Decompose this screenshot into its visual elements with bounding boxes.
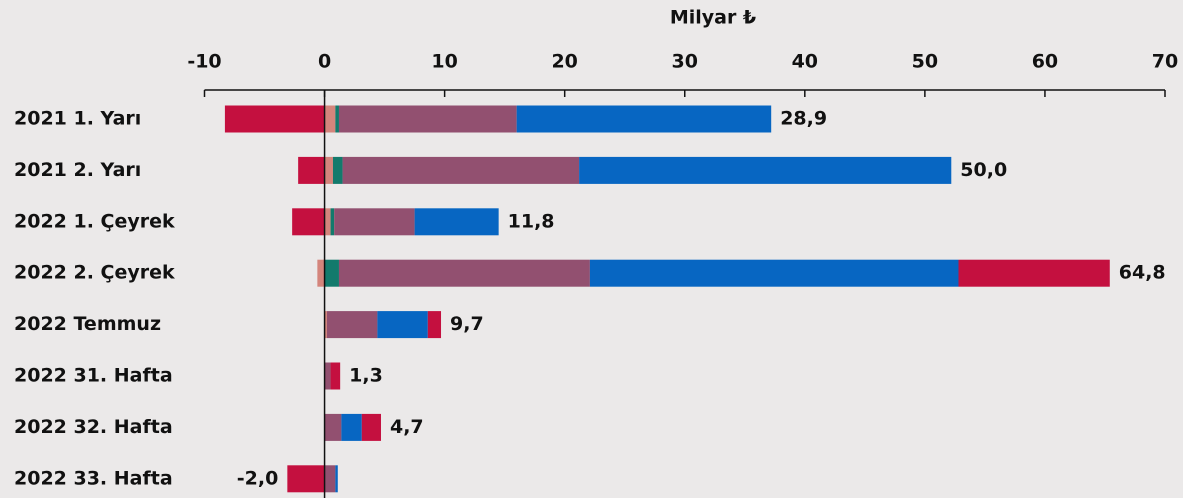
bar-segment — [330, 362, 341, 390]
bar-segment — [516, 105, 772, 133]
bar-segment — [298, 156, 325, 184]
bar-segment — [330, 208, 335, 236]
x-tick-label: 60 — [1032, 51, 1058, 73]
data-label: 1,3 — [349, 365, 383, 387]
bar-segment — [224, 105, 325, 133]
bar-segment — [342, 156, 580, 184]
data-label: -2,0 — [237, 467, 279, 489]
data-label: 28,9 — [780, 108, 827, 130]
bar-segment — [317, 259, 325, 287]
bar-segment — [427, 311, 442, 339]
bar-segment — [414, 208, 499, 236]
y-tick-label: 2021 2. Yarı — [14, 159, 141, 181]
bar-segment — [589, 259, 959, 287]
x-tick-label: 70 — [1152, 51, 1178, 73]
y-tick-label: 2022 Temmuz — [14, 313, 161, 335]
bar-segment — [324, 259, 339, 287]
y-tick-label: 2022 32. Hafta — [14, 416, 173, 438]
bar-segment — [332, 156, 343, 184]
data-label: 11,8 — [508, 210, 555, 232]
y-tick-label: 2022 1. Çeyrek — [14, 210, 175, 232]
x-tick-label: 10 — [431, 51, 457, 73]
bar-segment — [326, 311, 378, 339]
bar-segment — [324, 465, 336, 493]
bar-segment — [324, 362, 331, 390]
x-tick-label: -10 — [187, 51, 221, 73]
bar-segment — [958, 259, 1110, 287]
bar-segment — [341, 413, 362, 441]
x-tick-label: 0 — [318, 51, 331, 73]
y-tick-label: 2022 33. Hafta — [14, 467, 173, 489]
bar-segment — [334, 208, 415, 236]
bar-segment — [292, 208, 325, 236]
bar-segment — [579, 156, 952, 184]
y-tick-label: 2021 1. Yarı — [14, 108, 141, 130]
data-label: 50,0 — [960, 159, 1007, 181]
bar-segment — [335, 105, 339, 133]
bar-segment — [287, 465, 325, 493]
x-tick-label: 40 — [792, 51, 818, 73]
data-label: 64,8 — [1119, 262, 1166, 284]
bar-segment — [335, 465, 338, 493]
bar-segment — [338, 259, 590, 287]
data-label: 4,7 — [390, 416, 424, 438]
bar-segment — [324, 311, 327, 339]
bar-segment — [361, 413, 381, 441]
data-label: 9,7 — [450, 313, 484, 335]
x-tick-label: 20 — [551, 51, 577, 73]
bar-segment — [324, 156, 333, 184]
y-tick-label: 2022 31. Hafta — [14, 365, 173, 387]
bar-segment — [324, 208, 331, 236]
axis-title: Milyar ₺ — [670, 7, 756, 29]
bar-segment — [377, 311, 428, 339]
x-tick-label: 50 — [912, 51, 938, 73]
bar-segment — [324, 413, 342, 441]
bar-segment — [338, 105, 517, 133]
bar-segment — [324, 105, 336, 133]
x-tick-label: 30 — [672, 51, 698, 73]
y-tick-label: 2022 2. Çeyrek — [14, 262, 175, 284]
